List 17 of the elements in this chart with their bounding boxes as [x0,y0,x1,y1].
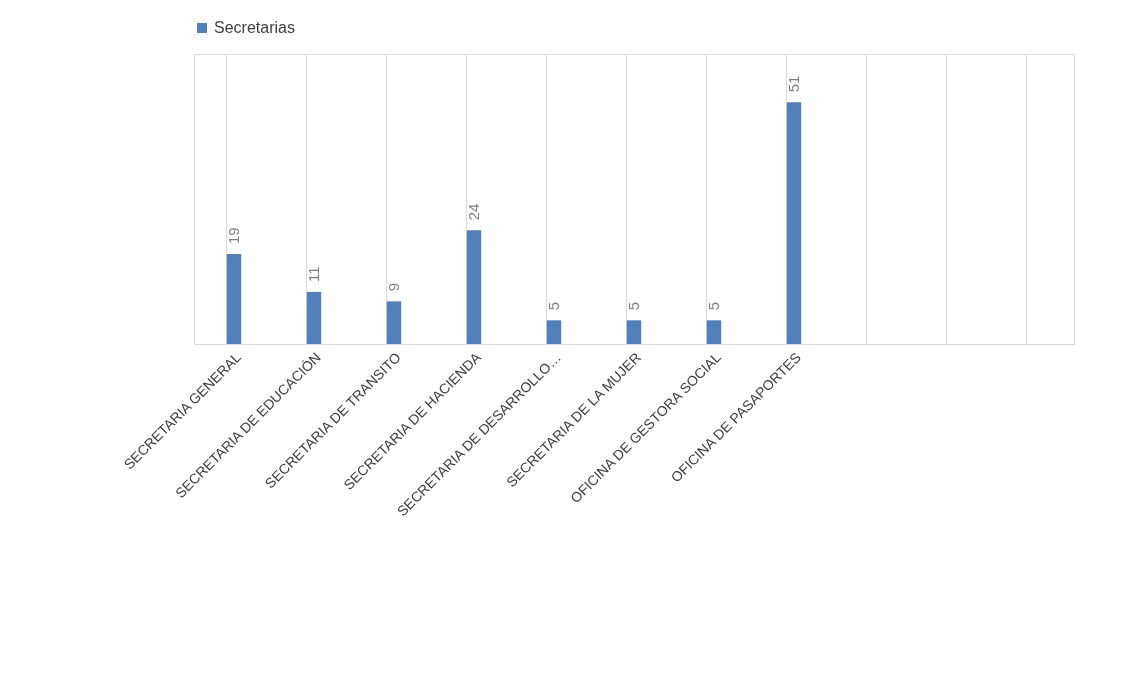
data-label: 51 [785,75,802,93]
legend-label: Secretarias [214,19,295,36]
bar [546,320,562,344]
data-label: 5 [705,301,722,311]
data-label: 5 [545,301,562,311]
bar [386,301,402,344]
bar [786,102,802,344]
data-label: 5 [625,301,642,311]
data-label: 9 [385,283,402,292]
bar [626,320,642,344]
bar [226,253,242,344]
bar [306,291,322,344]
bar [706,320,722,344]
bar [466,230,482,344]
data-label: 19 [225,227,242,244]
data-label: 11 [305,266,322,282]
data-label: 24 [465,203,482,221]
